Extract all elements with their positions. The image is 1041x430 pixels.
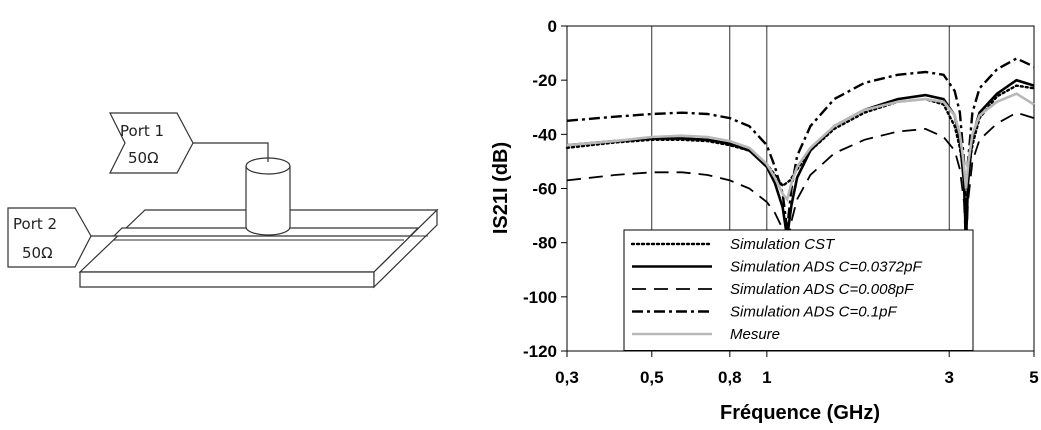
port1-label: Port 1 [120, 122, 164, 140]
x-tick-label: 0,3 [555, 368, 579, 387]
port1-tag [109, 112, 194, 174]
y-tick-label: -40 [532, 125, 557, 144]
microstrip-diagram: Port 1 50Ω Port 2 50Ω [7, 112, 439, 289]
y-axis-label: IS21I (dB) [490, 142, 512, 234]
x-axis-label: Fréquence (GHz) [720, 402, 880, 424]
substrate-front [79, 271, 375, 288]
x-tick-label: 0,8 [718, 368, 742, 387]
y-tick-label: -100 [523, 288, 557, 307]
y-tick-label: -80 [532, 234, 557, 253]
cylinder-probe [245, 166, 291, 236]
legend-entry: Simulation CST [730, 236, 836, 253]
series-line-5 [566, 92, 1035, 203]
legend-entry: Mesure [730, 326, 780, 343]
s21-chart: 0 -20 -40 -60 -80 -100 -120 0,3 0,5 0,8 1 3 5 Fréque… [490, 17, 1039, 424]
series-line-4 [566, 57, 1035, 230]
x-tick-label: 0,5 [640, 368, 664, 387]
series-line-3 [566, 111, 1035, 254]
y-tick-label: -120 [523, 342, 557, 361]
port2-impedance: 50Ω [22, 244, 53, 262]
x-tick-label: 3 [944, 368, 953, 387]
port1-wire [193, 142, 269, 162]
legend-entry: Simulation ADS C=0.0372pF [730, 259, 922, 276]
port2-tag [7, 207, 92, 268]
x-tick-label: 1 [762, 368, 771, 387]
port2-label: Port 2 [13, 215, 57, 233]
y-tick-label: -20 [532, 71, 557, 90]
axes [561, 25, 1035, 357]
legend-entry: Simulation ADS C=0.1pF [730, 304, 897, 321]
legend: Simulation CST Simulation ADS C=0.0372pF S… [623, 229, 974, 351]
legend-entry: Simulation ADS C=0.008pF [730, 281, 914, 298]
y-tick-label: 0 [548, 17, 557, 36]
series-layer [565, 57, 1036, 254]
y-tick-label: -60 [532, 180, 557, 199]
x-tick-label: 5 [1029, 368, 1038, 387]
legend-box [623, 229, 974, 351]
port1-impedance: 50Ω [128, 149, 159, 167]
tick-labels: 0 -20 -40 -60 -80 -100 -120 0,3 0,5 0,8 1 3 5 [523, 17, 1039, 387]
